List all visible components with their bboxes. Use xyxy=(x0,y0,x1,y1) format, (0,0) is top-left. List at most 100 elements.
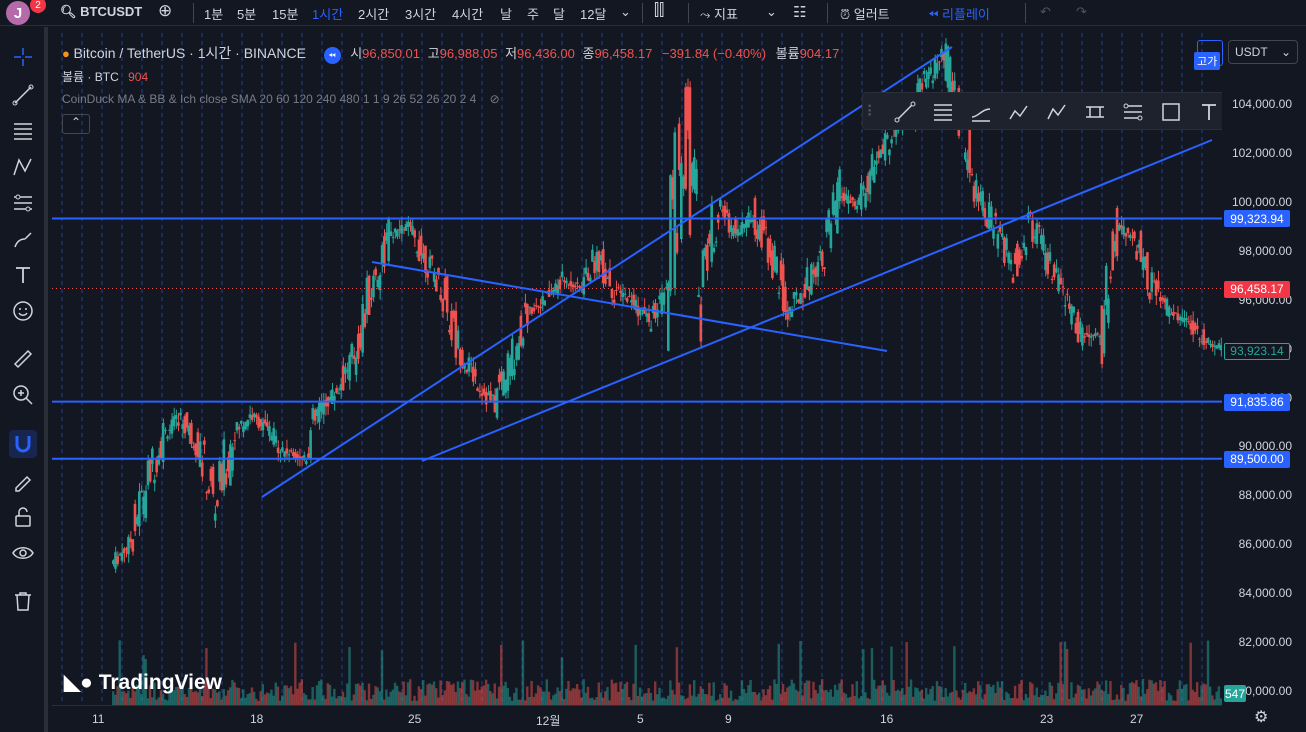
interval-15m[interactable]: 15분 xyxy=(272,7,299,22)
interval-week[interactable]: 주 xyxy=(527,7,539,22)
abc-pattern-tool-icon[interactable] xyxy=(1043,100,1071,124)
candles-icon[interactable]: ⫿⫿ xyxy=(654,2,665,19)
chevron-down-icon[interactable]: ⌄ xyxy=(620,4,631,19)
indicator-legend-text[interactable]: CoinDuck MA & BB & Ich close SMA 20 60 1… xyxy=(62,92,477,106)
forecast-icon[interactable] xyxy=(9,189,37,217)
tradingview-watermark[interactable]: ◣● TradingView xyxy=(64,670,222,695)
candle-body xyxy=(257,416,260,428)
compare-add-icon[interactable]: ⊕ xyxy=(158,1,173,20)
ruler-icon[interactable] xyxy=(9,345,37,373)
layouts-icon[interactable]: ☷ xyxy=(793,4,807,21)
interval-5m[interactable]: 5분 xyxy=(237,7,257,22)
chevron-down-icon[interactable]: ⌄ xyxy=(766,4,777,19)
range-tool-icon[interactable] xyxy=(1081,100,1109,124)
open-value: 96,850.01 xyxy=(362,46,421,61)
candle-body xyxy=(762,216,765,231)
volume-bar xyxy=(749,679,752,705)
candle-body xyxy=(324,399,328,407)
undo-icon[interactable]: ↶ xyxy=(1040,4,1051,19)
candle-body xyxy=(667,282,670,351)
volume-bar xyxy=(493,683,496,705)
alert-button[interactable]: ⏰︎ 얼러트 xyxy=(840,4,890,23)
replay-button[interactable]: ⏪︎ 리플레이 xyxy=(928,4,990,23)
volume-bar xyxy=(606,687,609,705)
hlines-tool-icon[interactable] xyxy=(929,100,957,124)
interval-12month[interactable]: 12달 xyxy=(580,7,607,22)
fib-retracement-icon[interactable] xyxy=(9,117,37,145)
interval-day[interactable]: 날 xyxy=(500,7,512,22)
interval-4h[interactable]: 4시간 xyxy=(452,7,484,22)
volume-bar xyxy=(502,685,505,705)
price-axis[interactable]: 106,000.00104,000.00102,000.00100,000.00… xyxy=(1222,33,1306,705)
wave-tool-icon[interactable] xyxy=(1005,100,1033,124)
volume-bar xyxy=(508,696,512,705)
volume-bar xyxy=(125,693,128,705)
time-label: 16 xyxy=(880,712,894,726)
line-tool-icon[interactable] xyxy=(891,100,919,124)
volume-bar xyxy=(1191,689,1195,705)
volume-bar xyxy=(291,694,295,705)
user-avatar[interactable]: J xyxy=(6,1,30,25)
pattern-icon[interactable] xyxy=(9,153,37,181)
indicators-button[interactable]: ⤳ 지표 xyxy=(700,4,738,23)
volume-bar xyxy=(745,693,748,705)
chart-canvas[interactable] xyxy=(52,33,1222,705)
volume-bar xyxy=(389,691,392,705)
lock-icon[interactable] xyxy=(9,503,37,531)
emoji-icon[interactable] xyxy=(9,297,37,325)
candle-body xyxy=(885,134,889,139)
candle-body xyxy=(784,287,787,313)
volume-bar xyxy=(1063,641,1067,705)
interval-2h[interactable]: 2시간 xyxy=(358,7,390,22)
zoom-in-icon[interactable] xyxy=(9,381,37,409)
candle-body xyxy=(688,87,692,235)
candle-body xyxy=(807,286,811,292)
text-tool-icon[interactable] xyxy=(9,261,37,289)
volume-bar xyxy=(248,693,251,705)
candle-body xyxy=(1024,247,1028,256)
settings-gear-icon[interactable]: ⚙ xyxy=(1254,709,1269,726)
volume-bar xyxy=(517,699,520,705)
trash-icon[interactable] xyxy=(9,587,37,615)
alert-clock-icon: ⏰︎ xyxy=(840,7,851,22)
brush-icon[interactable] xyxy=(9,225,37,253)
replay-badge-icon[interactable]: ⏪︎ xyxy=(323,47,341,64)
candle-body xyxy=(151,448,154,464)
volume-bar xyxy=(942,697,945,705)
text-tool-icon[interactable] xyxy=(1195,100,1223,124)
redo-icon[interactable]: ↷ xyxy=(1076,4,1087,19)
currency-select[interactable]: USDT ⌄ xyxy=(1228,40,1298,64)
volume-bar xyxy=(196,692,199,705)
candle-body xyxy=(831,192,835,215)
volume-bar xyxy=(946,696,950,705)
channel-tool-icon[interactable] xyxy=(967,100,995,124)
magnet-icon[interactable] xyxy=(9,430,37,458)
volume-bar xyxy=(348,646,351,705)
interval-month[interactable]: 달 xyxy=(553,7,565,22)
interval-1h[interactable]: 1시간 xyxy=(312,7,344,22)
rectangle-tool-icon[interactable] xyxy=(1157,100,1185,124)
eye-off-icon[interactable]: ⊘ xyxy=(489,92,500,106)
interval-3h[interactable]: 3시간 xyxy=(405,7,437,22)
legend-title[interactable]: Bitcoin / TetherUS · 1시간 · BINANCE xyxy=(73,45,306,61)
interval-1m[interactable]: 1분 xyxy=(204,7,224,22)
hide-drawings-icon[interactable] xyxy=(9,539,37,567)
symbol-search-button[interactable]: 🔍︎ BTCUSDT xyxy=(60,4,142,20)
trendline-icon[interactable] xyxy=(9,81,37,109)
candle-body xyxy=(365,277,369,315)
parallel-tool-icon[interactable] xyxy=(1119,100,1147,124)
volume-bar xyxy=(924,687,928,705)
volume-legend-label[interactable]: 볼륨 · BTC xyxy=(62,70,119,84)
volume-bar xyxy=(231,679,234,705)
volume-bar xyxy=(159,690,163,705)
crosshair-icon[interactable] xyxy=(9,43,37,71)
volume-bar xyxy=(740,680,744,705)
drag-handle-icon[interactable]: ⠇ xyxy=(866,104,878,121)
candle-body xyxy=(378,275,382,291)
candle-body xyxy=(343,367,347,374)
keep-drawing-icon[interactable] xyxy=(9,467,37,495)
collapse-legend-button[interactable]: ⌃ xyxy=(62,114,90,134)
candle-body xyxy=(643,307,646,314)
time-axis[interactable]: 11 18 25 12월 5 9 16 23 27 xyxy=(52,705,1222,732)
chart-pane[interactable] xyxy=(52,33,1222,705)
